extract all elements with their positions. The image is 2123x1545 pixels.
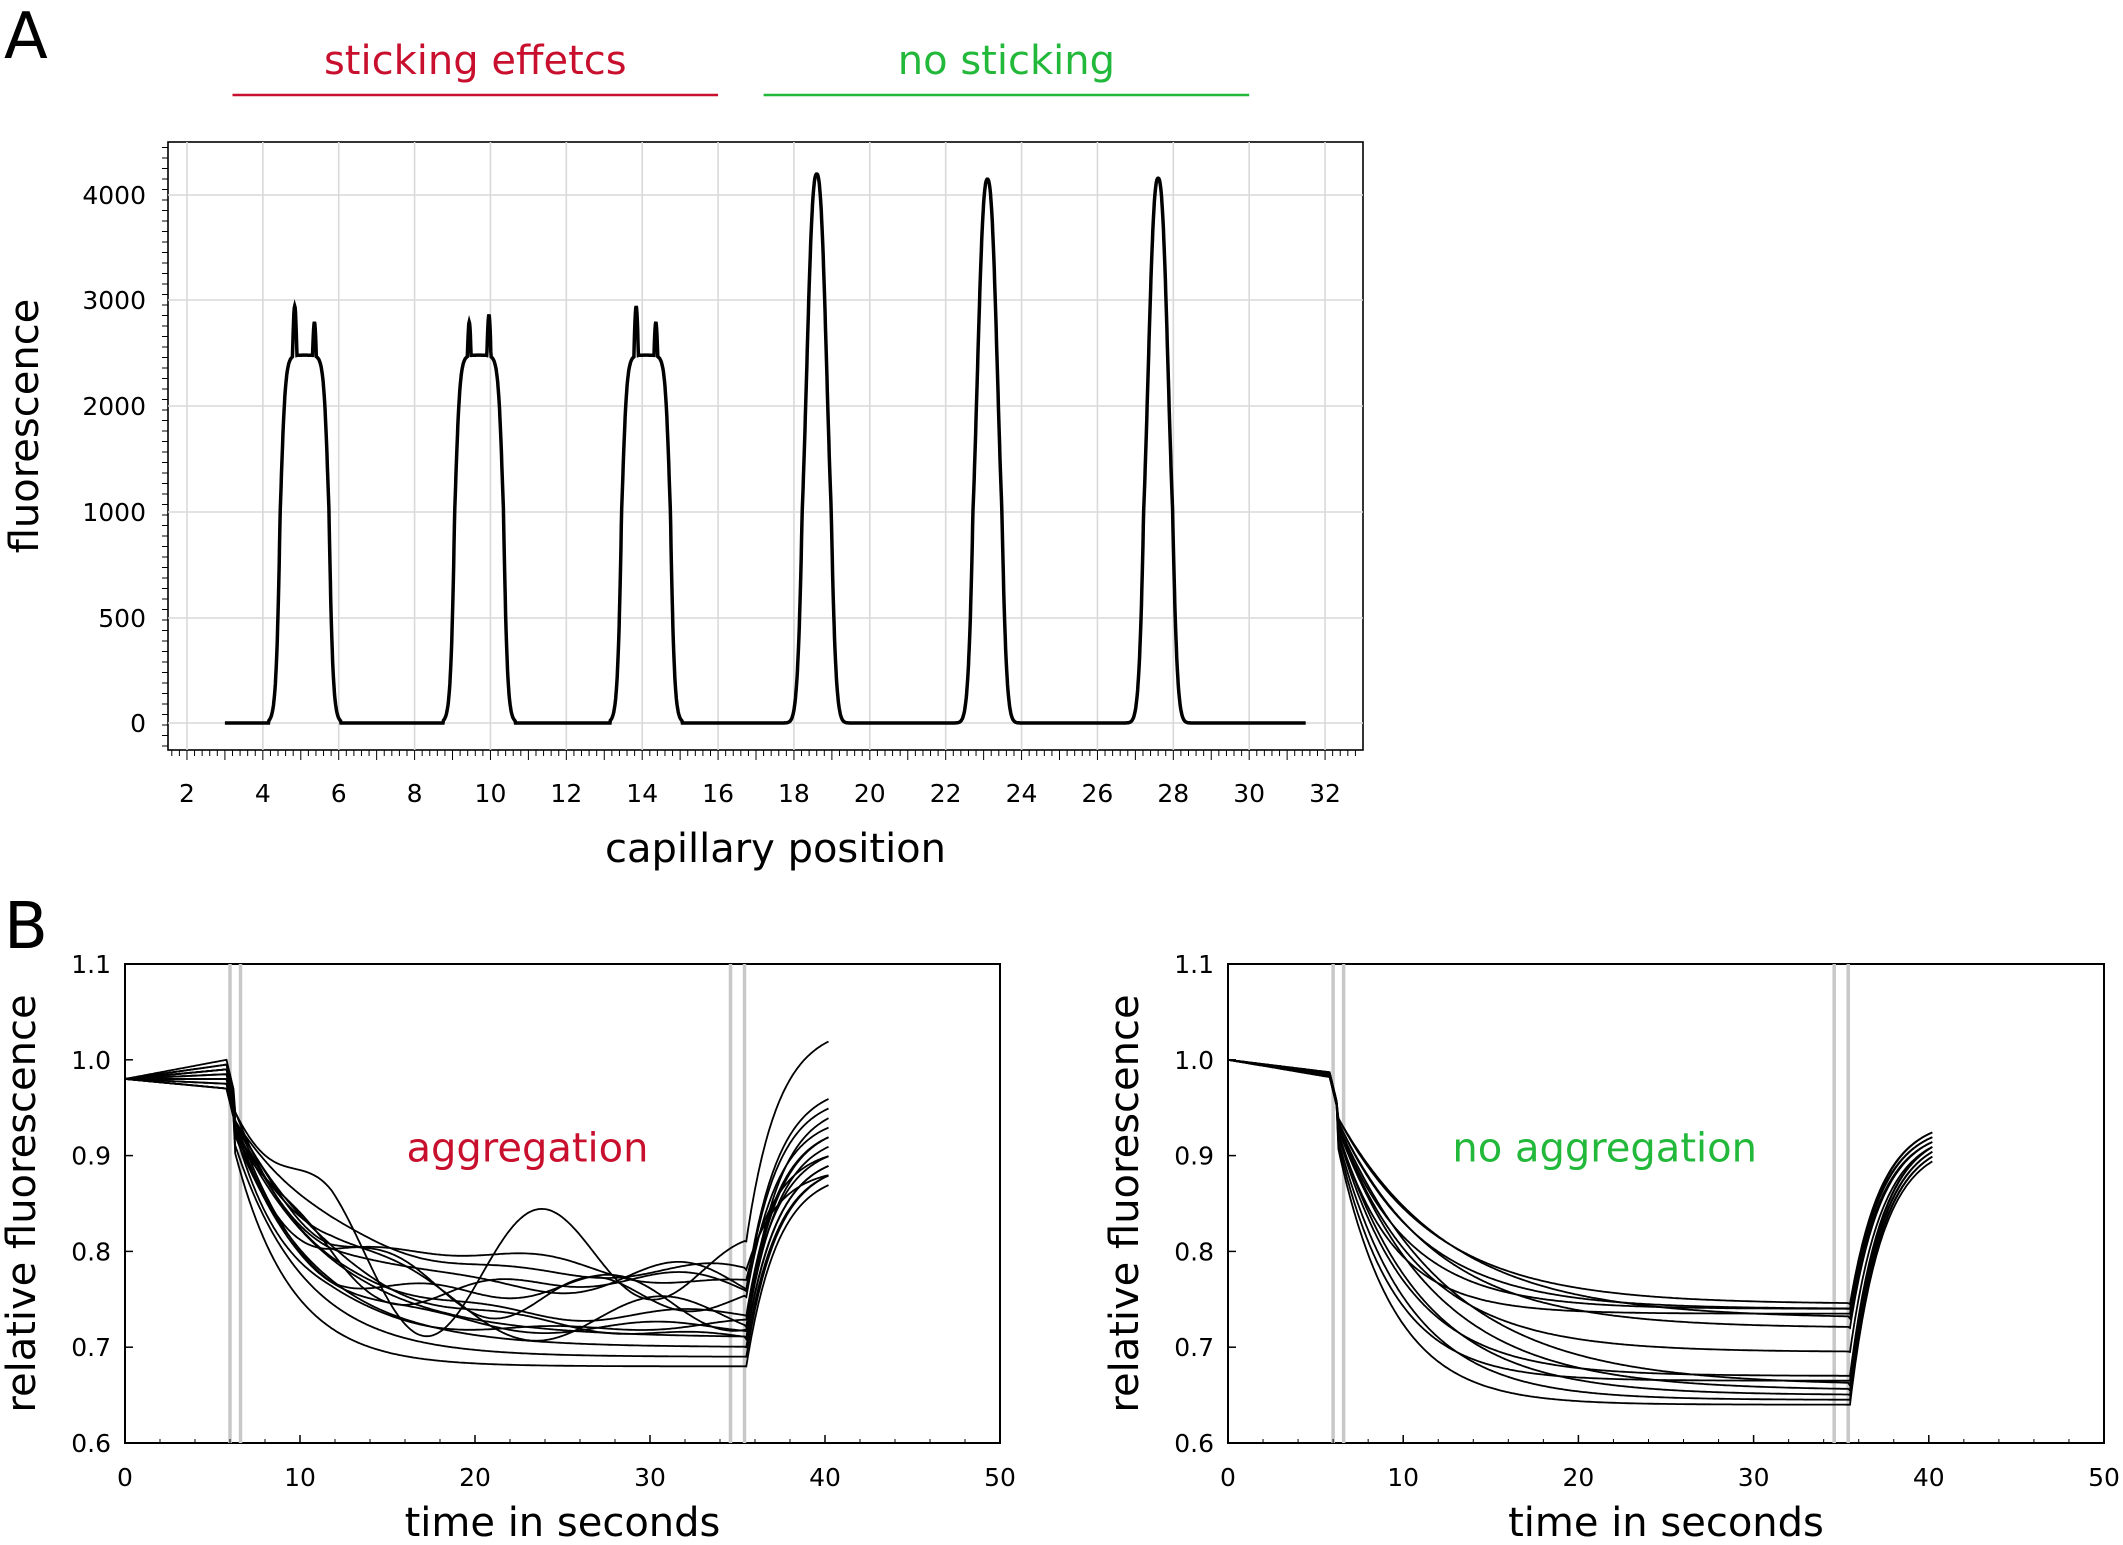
y-tick-label: 0.6 (71, 1429, 111, 1458)
x-tick-label: 6 (331, 779, 347, 808)
x-tick-label: 40 (1913, 1463, 1945, 1492)
x-tick-label: 4 (255, 779, 271, 808)
series-line (125, 1078, 829, 1342)
x-tick-label: 26 (1082, 779, 1114, 808)
x-tick-label: 0 (1220, 1463, 1236, 1492)
y-tick-label: 1000 (82, 498, 146, 527)
series-line (1227, 1058, 1933, 1315)
series-line (1227, 1058, 1933, 1311)
y-tick-label: 0.7 (1174, 1333, 1214, 1362)
y-tick-label: 2000 (82, 392, 146, 421)
x-tick-label: 20 (1562, 1463, 1594, 1492)
y-tick-label: 0.6 (1174, 1429, 1214, 1458)
capillary-scan-chart: 2 4 6 8 10 12 14 16 18 20 22 24 26 28 30 32050010002000… (2, 38, 1364, 872)
y-axis-title: relative fluorescence (0, 994, 45, 1412)
x-tick-label: 30 (634, 1463, 666, 1492)
annotation-label: aggregation (407, 1126, 649, 1172)
series-line (124, 1068, 829, 1331)
x-tick-label: 28 (1157, 779, 1189, 808)
x-tick-label: 32 (1309, 779, 1341, 808)
series-line (1227, 1058, 1933, 1377)
series-line (224, 172, 1306, 725)
x-tick-label: 10 (475, 779, 507, 808)
series-line (124, 1078, 829, 1358)
y-tick-label: 0.9 (1174, 1142, 1214, 1171)
x-tick-label: 40 (809, 1463, 841, 1492)
x-tick-label: 22 (930, 779, 962, 808)
y-axis-title: relative fluorescence (1102, 994, 1148, 1412)
plot-area (124, 963, 1001, 1444)
x-tick-label: 20 (459, 1463, 491, 1492)
y-tick-label: 0.8 (1174, 1237, 1214, 1266)
x-axis-title: capillary position (605, 826, 946, 872)
series-line (1227, 1058, 1933, 1306)
series-line (1227, 1058, 1933, 1401)
y-tick-label: 0 (130, 709, 146, 738)
series-line (1227, 1058, 1933, 1389)
aggregation-chart: 0 10 20 30 40 50 0.6 0.7 0.8 0.9 1.0 1.1 time in sec… (0, 950, 1016, 1545)
no-aggregation-chart: 0 10 20 30 40 50 0.6 0.7 0.8 0.9 1.0 1.1 time in sec… (1102, 950, 2120, 1545)
x-tick-label: 20 (854, 779, 886, 808)
x-tick-label: 14 (626, 779, 658, 808)
panel-a-letter: A (4, 0, 48, 74)
series-line (124, 1068, 829, 1284)
plot-area (167, 141, 1364, 751)
y-tick-label: 4000 (82, 181, 146, 210)
y-tick-label: 1.0 (1174, 1046, 1214, 1075)
series-line (1227, 1058, 1933, 1382)
x-tick-label: 16 (702, 779, 734, 808)
no-sticking-label: no sticking (898, 38, 1115, 84)
x-tick-label: 30 (1233, 779, 1265, 808)
x-tick-label: 50 (2088, 1463, 2120, 1492)
y-axis-title: fluorescence (2, 299, 48, 554)
y-tick-label: 1.0 (71, 1046, 111, 1075)
panel-b-letter: B (4, 890, 48, 964)
y-tick-label: 3000 (82, 286, 146, 315)
series-line (125, 1078, 829, 1279)
x-axis-title: time in seconds (405, 1500, 721, 1545)
y-tick-label: 1.1 (71, 950, 111, 979)
y-tick-label: 1.1 (1174, 950, 1214, 979)
x-tick-label: 30 (1738, 1463, 1770, 1492)
x-tick-label: 18 (778, 779, 810, 808)
x-tick-label: 0 (117, 1463, 133, 1492)
annotation-label: no aggregation (1452, 1126, 1757, 1172)
x-tick-label: 2 (179, 779, 195, 808)
x-tick-label: 8 (407, 779, 423, 808)
x-axis-title: time in seconds (1508, 1500, 1824, 1545)
x-tick-label: 24 (1006, 779, 1038, 808)
y-tick-label: 0.7 (71, 1333, 111, 1362)
series-line (124, 1078, 829, 1368)
y-tick-label: 500 (98, 604, 146, 633)
y-tick-label: 0.9 (71, 1142, 111, 1171)
sticking-label: sticking effetcs (324, 38, 627, 84)
x-tick-label: 12 (550, 779, 582, 808)
x-tick-label: 10 (1387, 1463, 1419, 1492)
x-tick-label: 10 (284, 1463, 316, 1492)
series-line (124, 1073, 829, 1295)
y-tick-label: 0.8 (71, 1237, 111, 1266)
x-tick-label: 50 (984, 1463, 1016, 1492)
series-line (1227, 1058, 1933, 1406)
